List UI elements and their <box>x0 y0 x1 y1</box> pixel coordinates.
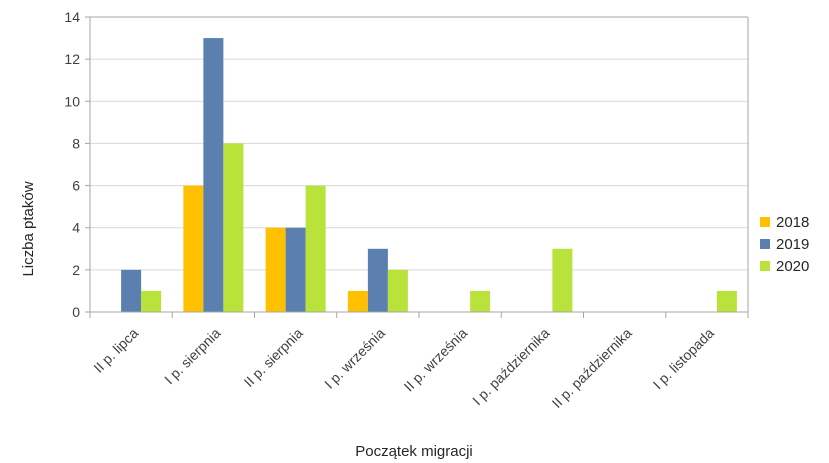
bar-2018-1 <box>183 185 204 312</box>
y-tick-label: 10 <box>64 93 80 109</box>
legend-swatch-2018 <box>760 217 770 227</box>
y-axis-title: Liczba ptaków <box>20 181 37 276</box>
bar-2019-1 <box>203 38 224 312</box>
x-tick-labels: II p. lipca I p. sierpnia II p. sierpnia I … <box>90 325 717 411</box>
bar-2020-2 <box>305 185 326 312</box>
y-tick-label: 14 <box>64 9 80 25</box>
y-tick-labels: 0 2 4 6 8 10 12 14 <box>64 9 80 320</box>
bar-2019-0 <box>121 269 142 312</box>
bar-2018-2 <box>265 227 286 312</box>
bar-2018-3 <box>347 290 368 312</box>
bar-2020-0 <box>141 290 162 312</box>
y-tick-label: 6 <box>72 178 80 194</box>
y-tick-label: 2 <box>72 262 80 278</box>
x-tick-label: I p. listopada <box>650 325 718 393</box>
x-tick-label: I p. sierpnia <box>161 325 224 388</box>
x-tick-label: II p. lipca <box>90 325 141 376</box>
bar-2020-4 <box>470 290 491 312</box>
bar-2020-1 <box>223 143 244 312</box>
x-axis-title: Początek migracji <box>355 443 473 460</box>
x-tick-label: II p. października <box>549 325 635 411</box>
bar-2020-5 <box>552 248 573 312</box>
legend-swatch-2019 <box>760 239 770 249</box>
legend: 2018 2019 2020 <box>760 214 809 275</box>
bar-2020-7 <box>716 290 737 312</box>
y-tick-label: 0 <box>72 304 80 320</box>
legend-label: 2020 <box>776 258 809 275</box>
legend-swatch-2020 <box>760 261 770 271</box>
bar-2019-2 <box>285 227 306 312</box>
y-tick-label: 4 <box>72 220 80 236</box>
x-tick-label: II p. sierpnia <box>241 325 306 390</box>
axes <box>85 16 749 318</box>
y-tick-label: 8 <box>72 135 80 151</box>
bars <box>121 38 737 312</box>
x-tick-label: I p. października <box>469 325 553 409</box>
x-tick-label: I p. września <box>321 325 388 392</box>
legend-label: 2019 <box>776 236 809 253</box>
bar-2020-3 <box>387 269 408 312</box>
legend-label: 2018 <box>776 214 809 231</box>
x-tick-label: II p. września <box>401 325 471 395</box>
y-tick-label: 12 <box>64 51 80 67</box>
bar-2019-3 <box>367 248 388 312</box>
